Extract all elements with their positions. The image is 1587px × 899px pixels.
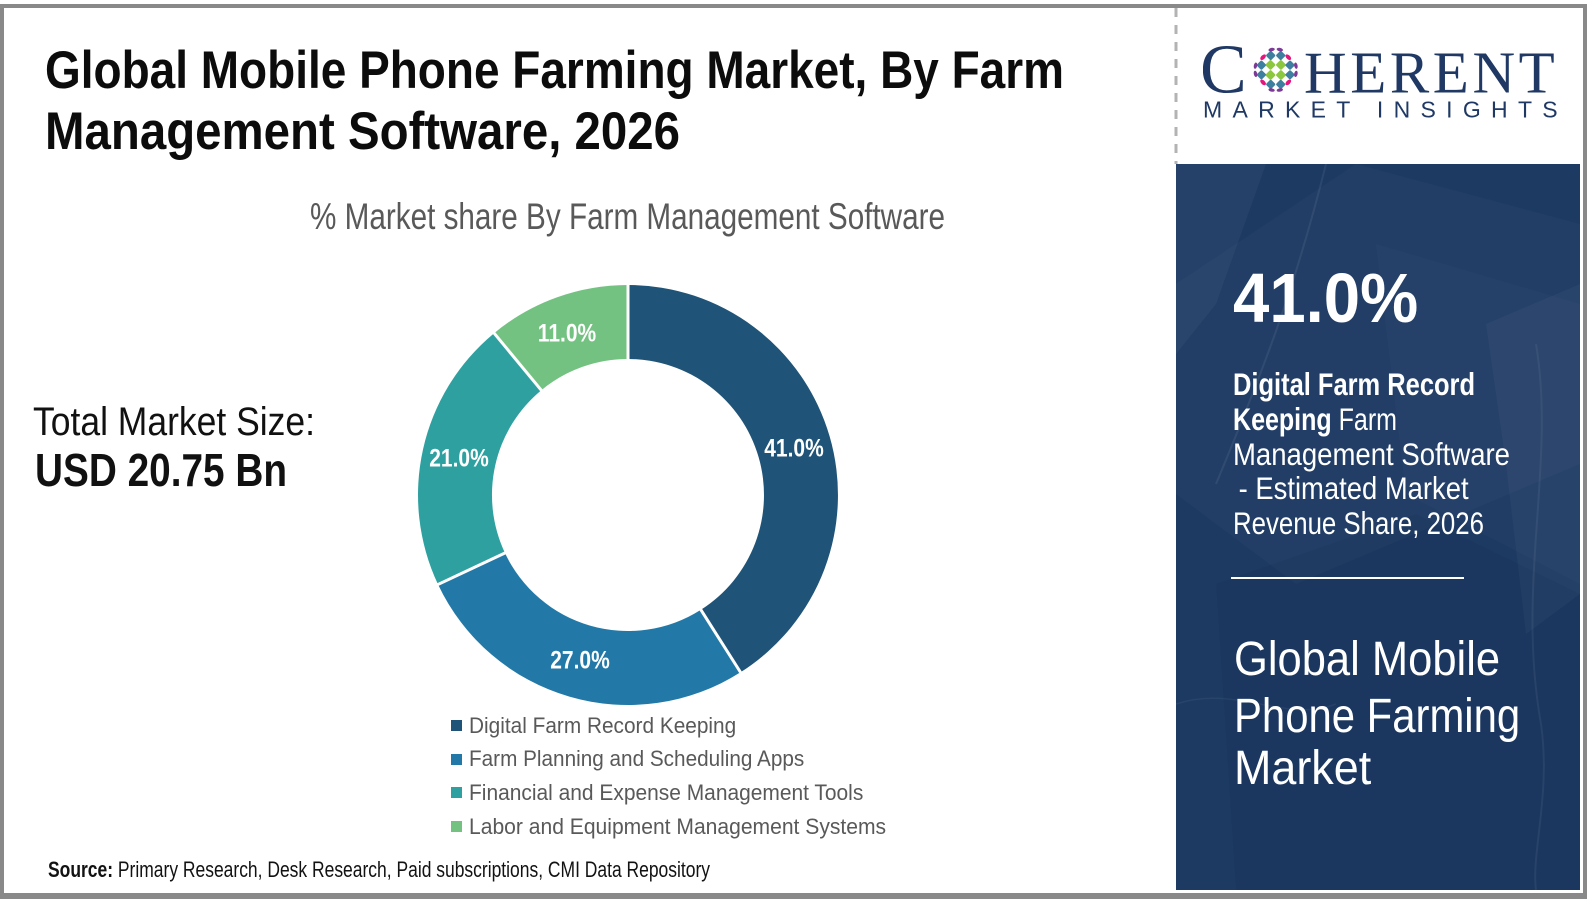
svg-text:MARKET INSIGHTS: MARKET INSIGHTS <box>1203 97 1563 123</box>
svg-text:C: C <box>1203 40 1247 109</box>
svg-text:HERENT: HERENT <box>1304 40 1558 106</box>
